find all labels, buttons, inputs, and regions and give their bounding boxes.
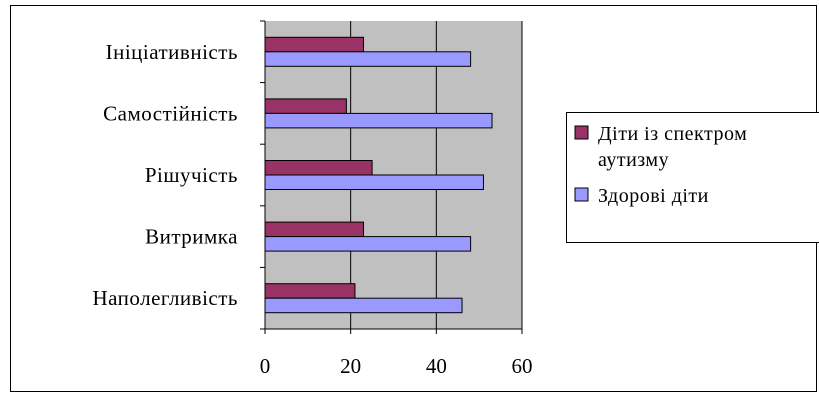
x-tick-label: 20: [340, 354, 361, 378]
bar-healthy: [264, 297, 463, 314]
x-tick-label: 40: [426, 354, 447, 378]
category-label: Самостійність: [103, 101, 238, 125]
legend-label: Діти із спектром: [598, 123, 747, 145]
category-label: Ініціативність: [106, 40, 238, 64]
bar-autism: [264, 221, 365, 238]
bar-autism: [264, 36, 365, 53]
bar-autism: [264, 283, 356, 299]
legend-swatch: [574, 125, 589, 140]
bar-autism: [264, 160, 373, 176]
legend-swatch: [574, 187, 589, 202]
legend: Діти із спектром аутизму Здорові діти: [566, 112, 819, 243]
legend-box: [566, 112, 819, 243]
category-label: Рішучість: [145, 163, 238, 187]
category-label: Наполегливість: [92, 286, 238, 310]
bar-healthy: [264, 236, 472, 252]
bar-healthy: [264, 174, 484, 190]
bar-healthy: [264, 112, 493, 129]
legend-label: аутизму: [598, 149, 669, 171]
category-label: Витримка: [145, 225, 238, 249]
x-tick-label: 0: [260, 354, 271, 378]
x-tick-label: 60: [512, 354, 533, 378]
bar-healthy: [264, 51, 472, 67]
legend-label: Здорові діти: [598, 185, 709, 207]
bar-autism: [264, 98, 347, 114]
